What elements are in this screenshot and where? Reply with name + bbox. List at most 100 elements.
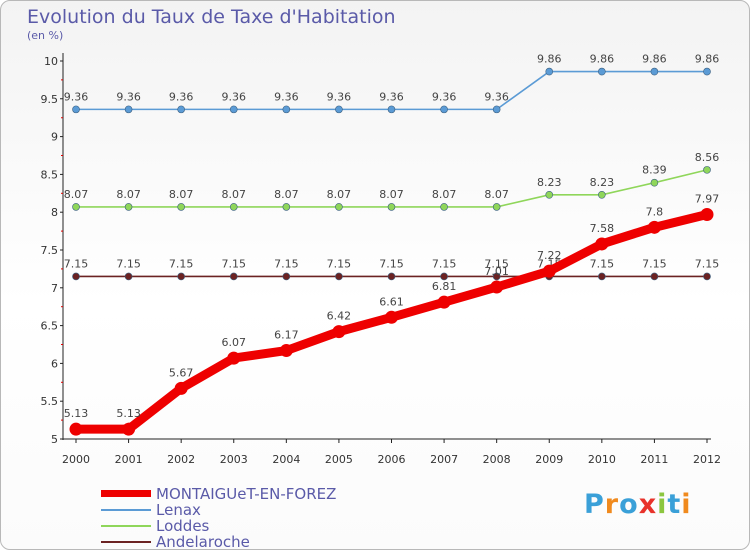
data-point (492, 272, 501, 281)
data-label: 7.15 (274, 257, 299, 270)
data-label: 5.13 (64, 407, 89, 420)
x-tick-label: 2002 (167, 453, 195, 466)
data-point (335, 272, 343, 281)
data-point (122, 422, 136, 436)
data-point (72, 203, 80, 211)
data-point (703, 67, 711, 76)
data-label: 8.23 (537, 176, 562, 189)
data-point (124, 203, 133, 211)
data-point (229, 272, 238, 281)
data-point (647, 220, 661, 234)
data-point (177, 203, 185, 211)
data-point (545, 191, 554, 199)
data-point (282, 203, 291, 211)
data-label: 9.36 (432, 90, 457, 103)
data-label: 7.15 (590, 257, 615, 270)
data-point (124, 105, 133, 114)
data-label: 9.86 (642, 53, 667, 66)
data-point (440, 203, 448, 211)
y-tick-label: 10 (44, 55, 58, 68)
data-point (700, 207, 714, 221)
logo-letter: P (584, 489, 605, 520)
data-point (282, 272, 291, 281)
data-label: 9.36 (64, 90, 89, 103)
data-label: 8.07 (379, 188, 404, 201)
data-point (332, 325, 346, 339)
data-point (229, 203, 238, 211)
data-point (650, 178, 659, 187)
data-point (335, 105, 343, 114)
legend-swatch-montaiguet (101, 490, 151, 497)
data-label: 7.97 (695, 192, 720, 205)
data-point (650, 67, 659, 76)
y-tick-label: 9 (51, 131, 58, 144)
data-label: 6.17 (274, 329, 299, 342)
data-label: 7.01 (484, 265, 509, 278)
data-point (72, 272, 80, 281)
x-tick-label: 2006 (378, 453, 406, 466)
data-point (437, 295, 451, 309)
x-tick-label: 2009 (535, 453, 563, 466)
data-label: 6.61 (379, 295, 404, 308)
data-point (387, 272, 396, 281)
logo-letter: t (667, 489, 682, 520)
data-label: 7.22 (537, 249, 562, 262)
data-point (703, 272, 711, 281)
data-label: 9.86 (537, 53, 562, 66)
data-point (385, 310, 398, 324)
data-label: 9.86 (590, 53, 615, 66)
data-label: 9.36 (169, 90, 194, 103)
data-point (282, 105, 291, 114)
data-point (598, 191, 606, 199)
x-tick-label: 2005 (325, 453, 353, 466)
x-tick-label: 2001 (115, 453, 143, 466)
data-point (703, 166, 711, 174)
data-label: 9.36 (274, 90, 299, 103)
x-tick-label: 2004 (272, 453, 300, 466)
data-point (440, 105, 448, 114)
logo-letter: i (657, 489, 668, 520)
data-label: 8.07 (169, 188, 194, 201)
data-point (229, 105, 238, 114)
legend-label-montaiguet: MONTAIGUeT-EN-FOREZ (156, 485, 337, 503)
legend-swatch-lenax (101, 509, 151, 511)
data-label: 9.36 (379, 90, 404, 103)
y-tick-label: 9.5 (41, 93, 59, 106)
x-tick-label: 2010 (588, 453, 616, 466)
data-label: 7.15 (116, 257, 141, 270)
data-label: 9.86 (695, 53, 720, 66)
data-point (542, 264, 556, 278)
data-label: 8.07 (327, 188, 352, 201)
y-tick-label: 5.5 (41, 395, 59, 408)
data-label: 7.15 (64, 257, 89, 270)
data-label: 7.15 (642, 257, 667, 270)
chart-title: Evolution du Taux de Taxe d'Habitation (27, 6, 396, 28)
data-point (650, 272, 659, 281)
data-label: 7.15 (484, 257, 509, 270)
data-label: 7.15 (169, 257, 194, 270)
data-point (598, 272, 606, 281)
data-label: 9.36 (222, 90, 247, 103)
data-label: 8.07 (222, 188, 247, 201)
data-label: 7.15 (327, 257, 352, 270)
data-point (598, 67, 606, 76)
legend-label-andelaroche: Andelaroche (156, 533, 250, 550)
y-tick-label: 6 (51, 357, 58, 370)
data-label: 8.39 (642, 164, 667, 177)
x-tick-label: 2012 (693, 453, 721, 466)
y-tick-label: 6.5 (41, 320, 59, 333)
y-tick-label: 7.5 (41, 244, 59, 257)
data-point (177, 105, 185, 114)
data-label: 7.15 (379, 257, 404, 270)
data-label: 5.67 (169, 366, 194, 379)
legend-swatch-loddes (101, 525, 151, 527)
data-label: 5.13 (116, 407, 141, 420)
y-tick-label: 5 (51, 433, 58, 446)
data-label: 8.07 (484, 188, 509, 201)
logo-letter: x (638, 489, 658, 520)
data-label: 6.81 (432, 280, 457, 293)
legend-label-loddes: Loddes (156, 517, 210, 535)
y-tick-label: 8.5 (41, 168, 59, 181)
proxiti-logo: Proxiti (584, 489, 692, 520)
x-tick-label: 2008 (483, 453, 511, 466)
